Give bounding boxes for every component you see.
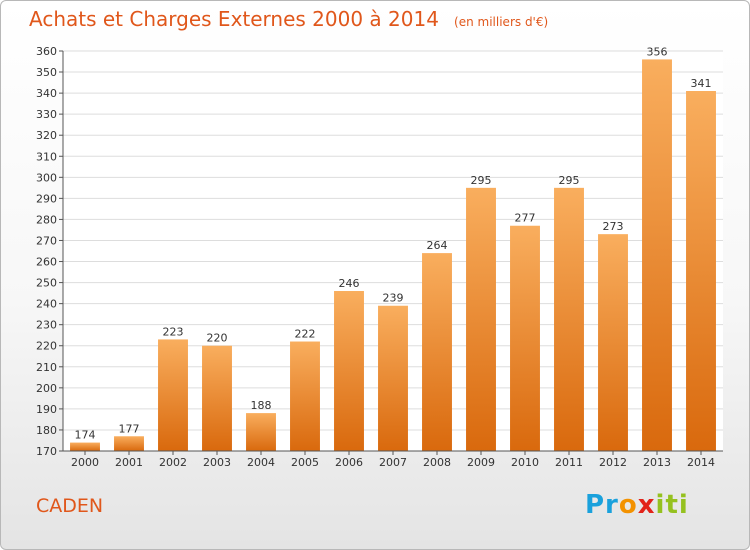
value-label: 174 (75, 429, 96, 442)
x-tick-label: 2000 (71, 456, 99, 469)
value-label: 222 (295, 328, 316, 341)
bar (554, 187, 584, 451)
y-tick-label: 260 (36, 256, 57, 269)
y-tick-label: 310 (36, 150, 57, 163)
logo-part-4: iti (655, 490, 689, 520)
chart-title: Achats et Charges Externes 2000 à 2014 (29, 7, 439, 31)
x-tick-label: 2003 (203, 456, 231, 469)
y-tick-label: 240 (36, 298, 57, 311)
proxiti-logo[interactable]: Proxiti (585, 490, 689, 520)
x-tick-label: 2008 (423, 456, 451, 469)
bar-layer: 174 177 223 220 188 222 246 239 264 295 277 295 273 3… (70, 45, 716, 451)
chart-subtitle: (en milliers d'€) (454, 15, 549, 29)
x-tick-label: 2014 (687, 456, 715, 469)
y-tick-label: 360 (36, 45, 57, 58)
bar (422, 253, 452, 451)
value-label: 341 (691, 77, 712, 90)
x-tick-label: 2007 (379, 456, 407, 469)
y-tick-label: 190 (36, 403, 57, 416)
logo-part-3: x (637, 490, 656, 520)
logo-part-1: Pr (585, 490, 619, 520)
y-tick-label: 210 (36, 361, 57, 374)
bar (158, 339, 188, 451)
y-tick-label: 250 (36, 277, 57, 290)
y-tick-label: 180 (36, 424, 57, 437)
value-label: 188 (251, 399, 272, 412)
x-tick-label: 2009 (467, 456, 495, 469)
value-label: 295 (471, 174, 492, 187)
y-tick-label: 340 (36, 87, 57, 100)
value-label: 239 (383, 292, 404, 305)
y-tick-label: 280 (36, 213, 57, 226)
x-tick-label: 2006 (335, 456, 363, 469)
bar (202, 345, 232, 451)
y-tick-label: 220 (36, 340, 57, 353)
value-label: 273 (603, 220, 624, 233)
bar (290, 341, 320, 451)
x-tick-label: 2001 (115, 456, 143, 469)
value-label: 277 (515, 212, 536, 225)
y-tick-label: 320 (36, 129, 57, 142)
value-label: 220 (207, 332, 228, 345)
bar (114, 436, 144, 451)
bar (378, 305, 408, 451)
value-label: 295 (559, 174, 580, 187)
x-tick-label: 2011 (555, 456, 583, 469)
value-label: 223 (163, 325, 184, 338)
bar (510, 225, 540, 451)
x-tick-label: 2005 (291, 456, 319, 469)
x-tick-label: 2002 (159, 456, 187, 469)
bar (70, 442, 100, 451)
title-row: Achats et Charges Externes 2000 à 2014 (… (29, 7, 548, 31)
bar (466, 187, 496, 451)
y-tick-label: 290 (36, 192, 57, 205)
y-tick-label: 350 (36, 66, 57, 79)
bar (686, 91, 716, 451)
bar (246, 413, 276, 451)
y-tick-label: 170 (36, 445, 57, 458)
y-tick-label: 270 (36, 234, 57, 247)
y-tick-label: 230 (36, 319, 57, 332)
x-tick-label: 2010 (511, 456, 539, 469)
value-label: 177 (119, 422, 140, 435)
x-tick-label: 2013 (643, 456, 671, 469)
bar (334, 291, 364, 451)
bar (642, 59, 672, 451)
value-label: 356 (647, 45, 668, 58)
y-tick-label: 200 (36, 382, 57, 395)
value-label: 246 (339, 277, 360, 290)
commune-name: CADEN (36, 495, 104, 517)
y-tick-label: 330 (36, 108, 57, 121)
bar (598, 234, 628, 451)
logo-part-2: o (618, 490, 638, 520)
value-label: 264 (427, 239, 448, 252)
axis-layer: 170 180 190 200 210 220 230 240 250 260 270 280 290 3… (36, 45, 723, 469)
y-tick-label: 300 (36, 171, 57, 184)
x-tick-label: 2004 (247, 456, 275, 469)
x-tick-label: 2012 (599, 456, 627, 469)
